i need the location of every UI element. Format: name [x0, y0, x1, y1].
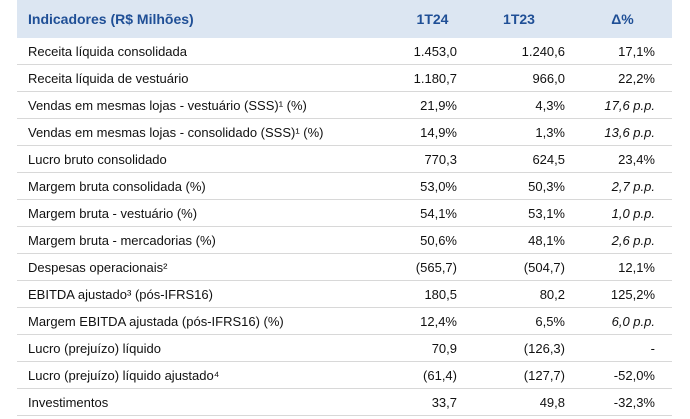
table-row: Receita líquida de vestuário 1.180,7 966,0…	[17, 64, 672, 92]
value-cell: 2,6 p.p.	[573, 226, 672, 254]
value-cell: (61,4)	[400, 361, 465, 389]
value-cell: 17,1%	[573, 38, 672, 65]
header-cell: 1T24	[400, 0, 465, 38]
value-cell: 1,3%	[465, 118, 573, 146]
table-row: Despesas operacionais² (565,7) (504,7) 12,1…	[17, 253, 672, 281]
value-cell: 80,2	[465, 280, 573, 308]
value-cell: 4,3%	[465, 91, 573, 119]
header-cell: Indicadores (R$ Milhões)	[17, 0, 400, 38]
value-cell: 22,2%	[573, 64, 672, 92]
row-label: Margem bruta - mercadorias (%)	[17, 226, 400, 254]
value-cell: 125,2%	[573, 280, 672, 308]
value-cell: 13,6 p.p.	[573, 118, 672, 146]
row-label: Margem bruta - vestuário (%)	[17, 199, 400, 227]
table-row: Margem bruta consolidada (%) 53,0% 50,3% 2,…	[17, 172, 672, 200]
value-cell: 50,6%	[400, 226, 465, 254]
value-cell: 6,5%	[465, 307, 573, 335]
value-cell: 17,6 p.p.	[573, 91, 672, 119]
value-cell: 1.453,0	[400, 38, 465, 65]
value-cell: 54,1%	[400, 199, 465, 227]
row-label: Lucro (prejuízo) líquido ajustado⁴	[17, 361, 400, 389]
indicators-table: Indicadores (R$ Milhões) 1T24 1T23 Δ% Re…	[17, 0, 672, 416]
header-row: Indicadores (R$ Milhões) 1T24 1T23 Δ%	[17, 0, 672, 38]
table-row: Margem bruta - mercadorias (%) 50,6% 48,1%…	[17, 226, 672, 254]
row-label: Receita líquida de vestuário	[17, 64, 400, 92]
value-cell: 6,0 p.p.	[573, 307, 672, 335]
table-row: Vendas em mesmas lojas - vestuário (SSS)…	[17, 91, 672, 119]
value-cell: 180,5	[400, 280, 465, 308]
value-cell: (504,7)	[465, 253, 573, 281]
table-row: Lucro (prejuízo) líquido 70,9 (126,3) -	[17, 334, 672, 362]
row-label: Receita líquida consolidada	[17, 38, 400, 65]
header-cell: Δ%	[573, 0, 672, 38]
value-cell: 624,5	[465, 145, 573, 173]
value-cell: 50,3%	[465, 172, 573, 200]
table-row: Margem bruta - vestuário (%) 54,1% 53,1% 1,…	[17, 199, 672, 227]
row-label: Vendas em mesmas lojas - vestuário (SSS)…	[17, 91, 400, 119]
value-cell: 21,9%	[400, 91, 465, 119]
value-cell: 33,7	[400, 388, 465, 416]
value-cell: 23,4%	[573, 145, 672, 173]
value-cell: (127,7)	[465, 361, 573, 389]
value-cell: 49,8	[465, 388, 573, 416]
row-label: EBITDA ajustado³ (pós-IFRS16)	[17, 280, 400, 308]
value-cell: -	[573, 334, 672, 362]
row-label: Vendas em mesmas lojas - consolidado (SS…	[17, 118, 400, 146]
row-label: Margem EBITDA ajustada (pós-IFRS16) (%)	[17, 307, 400, 335]
table-row: Margem EBITDA ajustada (pós-IFRS16) (%) 1…	[17, 307, 672, 335]
value-cell: 14,9%	[400, 118, 465, 146]
value-cell: 2,7 p.p.	[573, 172, 672, 200]
value-cell: -32,3%	[573, 388, 672, 416]
value-cell: 770,3	[400, 145, 465, 173]
row-label: Investimentos	[17, 388, 400, 416]
table-row: EBITDA ajustado³ (pós-IFRS16) 180,5 80,2 12…	[17, 280, 672, 308]
value-cell: 1,0 p.p.	[573, 199, 672, 227]
value-cell: 1.180,7	[400, 64, 465, 92]
value-cell: 53,0%	[400, 172, 465, 200]
value-cell: 48,1%	[465, 226, 573, 254]
table-row: Lucro bruto consolidado 770,3 624,5 23,4%	[17, 145, 672, 173]
value-cell: 966,0	[465, 64, 573, 92]
value-cell: 12,1%	[573, 253, 672, 281]
value-cell: (565,7)	[400, 253, 465, 281]
table-row: Receita líquida consolidada 1.453,0 1.240,…	[17, 38, 672, 65]
row-label: Despesas operacionais²	[17, 253, 400, 281]
value-cell: 53,1%	[465, 199, 573, 227]
table-row: Lucro (prejuízo) líquido ajustado⁴ (61,4)…	[17, 361, 672, 389]
table-body: Receita líquida consolidada 1.453,0 1.240,…	[17, 38, 672, 416]
row-label: Margem bruta consolidada (%)	[17, 172, 400, 200]
row-label: Lucro (prejuízo) líquido	[17, 334, 400, 362]
table-row: Investimentos 33,7 49,8 -32,3%	[17, 388, 672, 416]
row-label: Lucro bruto consolidado	[17, 145, 400, 173]
value-cell: (126,3)	[465, 334, 573, 362]
header-cell: 1T23	[465, 0, 573, 38]
value-cell: 70,9	[400, 334, 465, 362]
table-row: Vendas em mesmas lojas - consolidado (SS…	[17, 118, 672, 146]
value-cell: 1.240,6	[465, 38, 573, 65]
value-cell: 12,4%	[400, 307, 465, 335]
value-cell: -52,0%	[573, 361, 672, 389]
